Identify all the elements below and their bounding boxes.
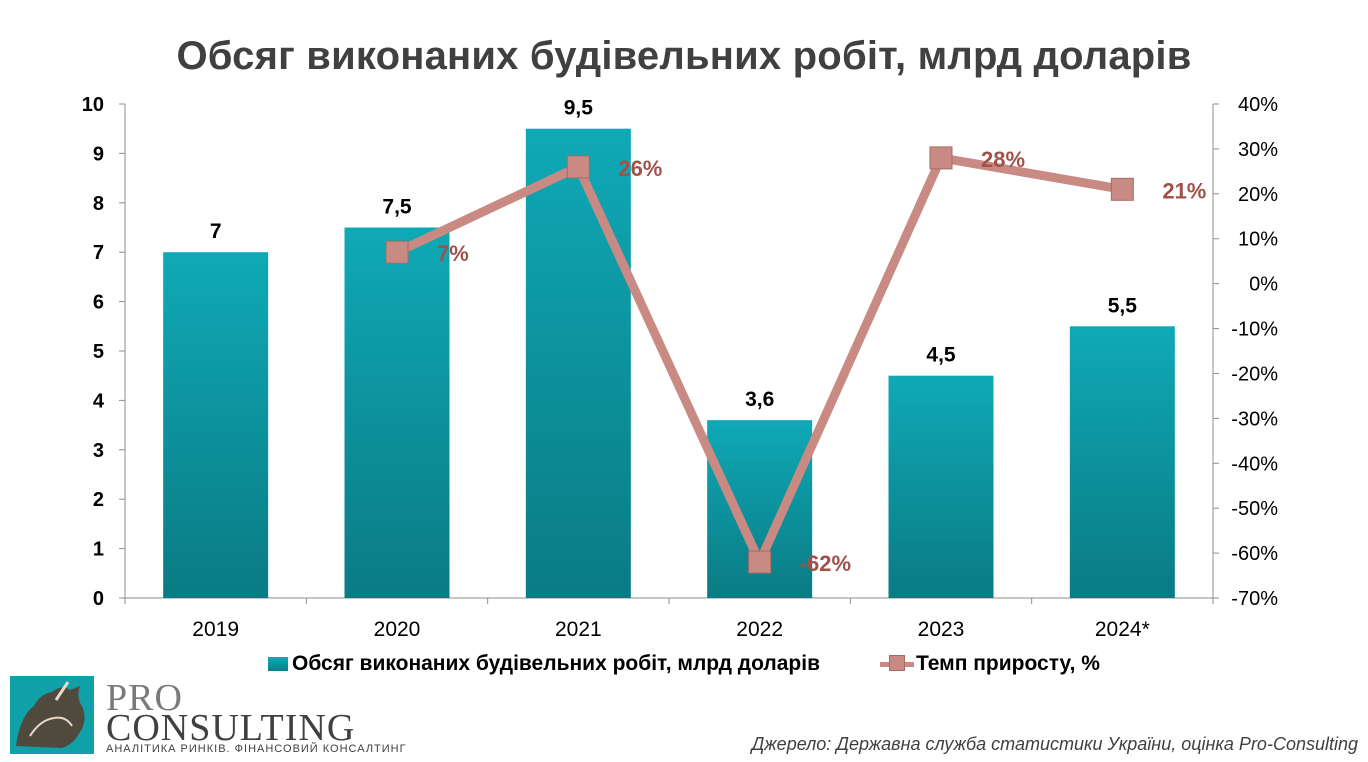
left-tick-label: 10 xyxy=(82,94,104,116)
combo-chart: 0 1 2 3 4 5 6 7 8 9 10 -70% -60% -50% -40% -30% -20% -10%… xyxy=(82,94,1278,641)
logo-tagline: АНАЛІТИКА РИНКІВ. ФІНАНСОВИЙ КОНСАЛТИНГ xyxy=(106,743,407,755)
right-tick-label: -30% xyxy=(1231,408,1278,430)
growth-marker xyxy=(748,550,772,574)
right-tick-label: -50% xyxy=(1231,498,1278,520)
pro-consulting-logo: PRO CONSULTING АНАЛІТИКА РИНКІВ. ФІНАНСО… xyxy=(10,676,406,756)
chart-title: Обсяг виконаних будівельних робіт, млрд … xyxy=(176,34,1192,78)
left-tick-label: 5 xyxy=(93,341,104,363)
growth-marker xyxy=(385,240,409,264)
right-tick-label: -20% xyxy=(1231,363,1278,385)
bar-series xyxy=(163,128,1175,598)
right-tick-label: -40% xyxy=(1231,453,1278,475)
growth-value-label: -62% xyxy=(800,551,851,576)
bar xyxy=(888,375,994,598)
right-tick-label: -60% xyxy=(1231,543,1278,565)
data-labels: 7 7,5 9,5 3,6 4,5 5,5 7% 26% -62% 28% 21% xyxy=(210,97,1207,576)
bar xyxy=(163,252,269,598)
bar-value-label: 9,5 xyxy=(564,97,594,120)
x-tick-label: 2024* xyxy=(1095,618,1150,641)
bar-value-label: 5,5 xyxy=(1108,294,1138,317)
bar-value-label: 4,5 xyxy=(926,344,956,367)
legend-bar-label: Обсяг виконаних будівельних робіт, млрд … xyxy=(292,652,820,675)
rhino-logo-icon xyxy=(10,676,94,754)
growth-value-label: 26% xyxy=(618,156,662,181)
left-tick-label: 8 xyxy=(93,193,104,215)
growth-marker xyxy=(929,146,953,170)
x-tick-label: 2020 xyxy=(374,618,421,641)
bar-value-label: 7,5 xyxy=(382,196,412,219)
left-tick-label: 1 xyxy=(93,539,104,561)
axes: 0 1 2 3 4 5 6 7 8 9 10 -70% -60% -50% -40% -30% -20% -10%… xyxy=(82,94,1278,641)
left-tick-label: 2 xyxy=(93,489,104,511)
right-tick-label: 10% xyxy=(1238,229,1278,251)
right-tick-label: 40% xyxy=(1238,94,1278,116)
legend-item-bars: Обсяг виконаних будівельних робіт, млрд … xyxy=(268,652,820,676)
bar xyxy=(344,227,450,598)
x-tick-label: 2019 xyxy=(192,618,239,641)
legend-line-swatch xyxy=(880,655,914,671)
source-note: Джерело: Державна служба статистики Укра… xyxy=(751,734,1358,754)
right-tick-label: 0% xyxy=(1249,274,1278,296)
bar-value-label: 7 xyxy=(210,220,222,243)
x-tick-label: 2022 xyxy=(736,618,783,641)
growth-value-label: 28% xyxy=(981,147,1025,172)
left-tick-label: 6 xyxy=(93,292,104,314)
logo-text-consulting: CONSULTING xyxy=(106,707,356,749)
growth-marker xyxy=(1110,177,1134,201)
right-tick-label: 30% xyxy=(1238,139,1278,161)
logo-text-pro: PRO xyxy=(106,677,183,719)
bar xyxy=(1069,326,1175,598)
left-tick-label: 3 xyxy=(93,440,104,462)
growth-value-label: 7% xyxy=(437,241,469,266)
left-tick-label: 7 xyxy=(93,242,104,264)
x-tick-label: 2023 xyxy=(918,618,965,641)
bar xyxy=(525,128,631,598)
x-tick-label: 2021 xyxy=(555,618,602,641)
left-tick-label: 9 xyxy=(93,143,104,165)
right-tick-label: 20% xyxy=(1238,184,1278,206)
line-series xyxy=(385,146,1134,574)
left-tick-label: 4 xyxy=(93,390,105,412)
growth-marker xyxy=(566,155,590,179)
legend-line-label: Темп приросту, % xyxy=(916,652,1100,675)
growth-value-label: 21% xyxy=(1162,178,1206,203)
legend-item-line: Темп приросту, % xyxy=(880,652,1100,676)
right-tick-label: -70% xyxy=(1231,588,1278,610)
legend: Обсяг виконаних будівельних робіт, млрд … xyxy=(0,652,1368,676)
legend-bar-swatch xyxy=(268,657,289,671)
left-tick-label: 0 xyxy=(93,588,104,610)
right-tick-label: -10% xyxy=(1231,319,1278,341)
bar-value-label: 3,6 xyxy=(745,388,774,411)
